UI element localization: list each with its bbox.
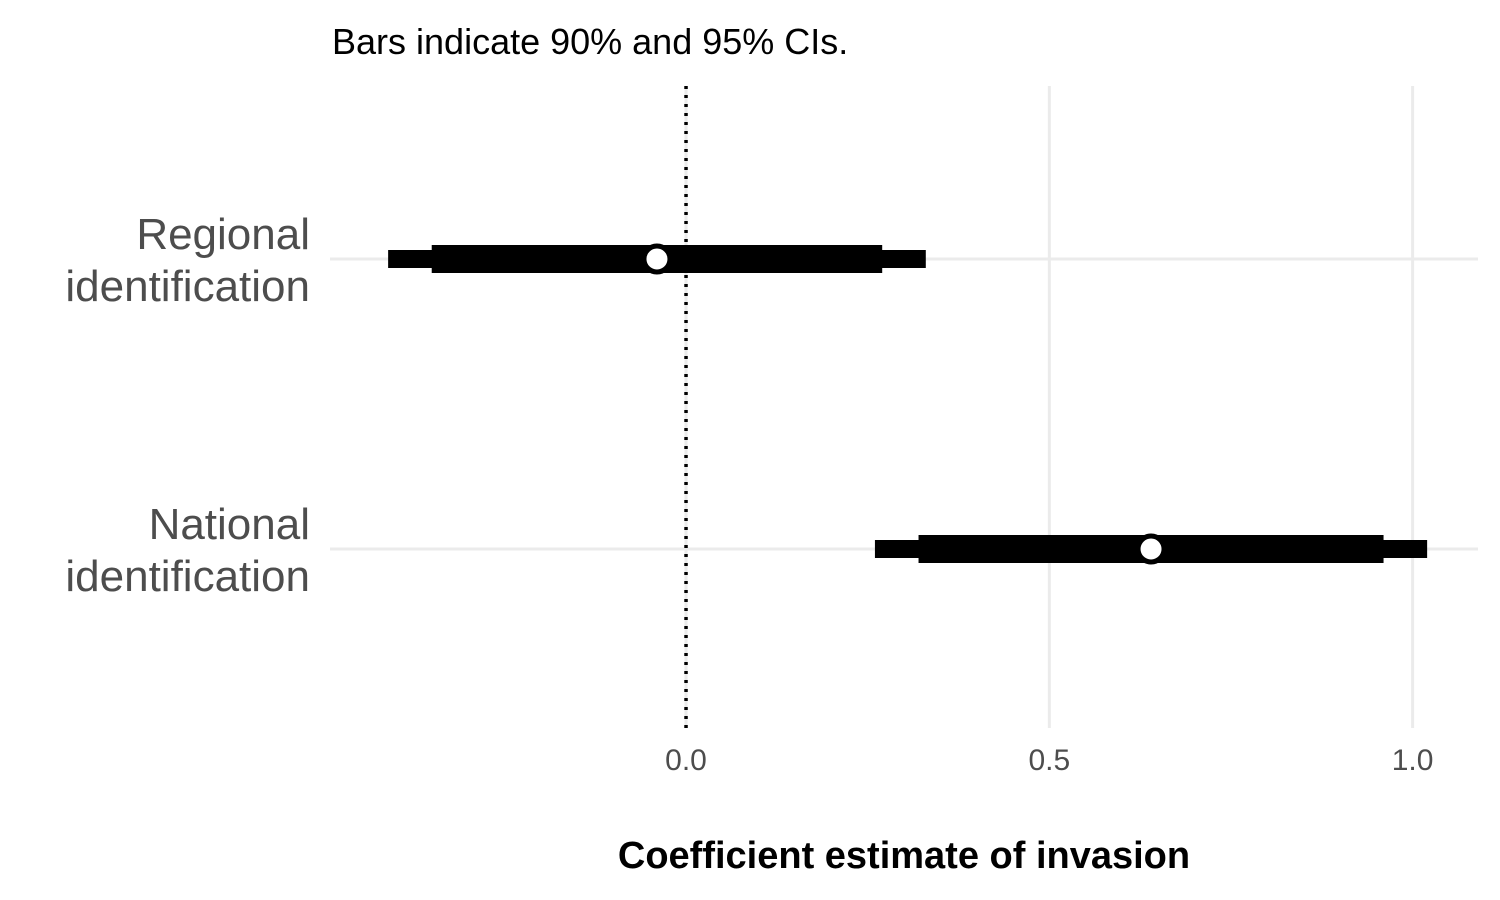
category-label-line: identification <box>65 262 310 311</box>
grid-lines <box>330 86 1478 728</box>
category-label-line: identification <box>65 552 310 601</box>
point-estimate <box>1135 533 1167 565</box>
x-axis-title: Coefficient estimate of invasion <box>618 835 1190 877</box>
category-label: Regional identification <box>65 210 310 311</box>
estimate-bars <box>388 243 1428 565</box>
category-label-line: National <box>149 500 310 549</box>
category-label-line: Regional <box>136 210 310 259</box>
x-tick-label: 0.0 <box>665 744 707 777</box>
x-tick-label: 0.5 <box>1028 744 1070 777</box>
category-label: National identification <box>65 500 310 601</box>
x-tick-label: 1.0 <box>1392 744 1434 777</box>
point-estimate <box>641 243 673 275</box>
x-tick-labels: 0.0 0.5 1.0 <box>665 744 1433 777</box>
chart-subtitle: Bars indicate 90% and 95% CIs. <box>332 21 848 62</box>
